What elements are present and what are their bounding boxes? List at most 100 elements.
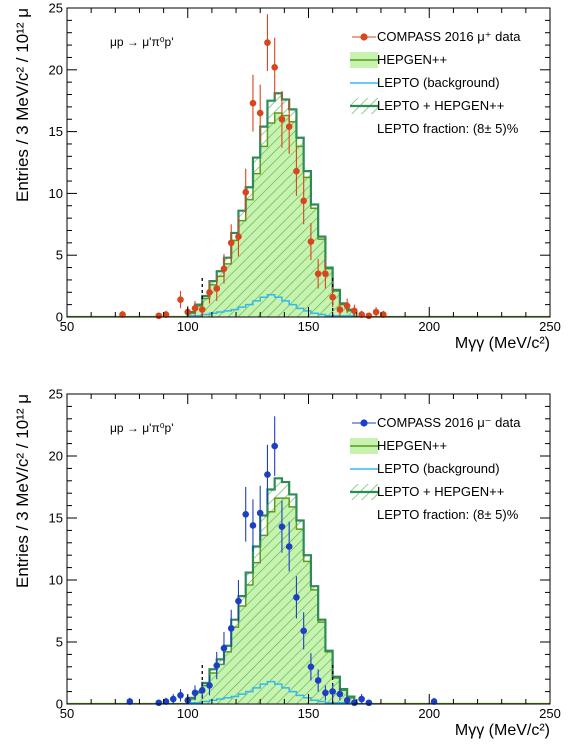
data-point — [372, 308, 380, 316]
x-tick-label: 200 — [418, 319, 440, 334]
data-point — [293, 167, 300, 175]
legend-fraction: LEPTO fraction: (8± 5)% — [377, 507, 519, 522]
data-point — [126, 698, 134, 705]
y-tick-label: 10 — [49, 186, 63, 201]
x-tick-label: 250 — [539, 319, 561, 334]
y-tick-label: 5 — [56, 635, 63, 650]
x-tick-label: 50 — [60, 706, 74, 721]
data-point — [307, 663, 315, 671]
sum-hatch — [187, 478, 355, 704]
data-point — [213, 662, 221, 669]
data-point — [227, 239, 235, 247]
data-point — [220, 644, 228, 652]
legend-entry-data: COMPASS 2016 μ⁻ data — [352, 415, 521, 430]
legend-entry-data: COMPASS 2016 μ⁺ data — [352, 29, 521, 44]
data-point — [358, 311, 365, 318]
legend-label-data: COMPASS 2016 μ⁻ data — [377, 415, 521, 430]
data-point — [322, 270, 329, 278]
legend-data-marker — [360, 33, 368, 41]
data-point — [220, 265, 228, 273]
data-point — [198, 306, 206, 313]
data-point — [343, 696, 351, 704]
data-point — [249, 99, 257, 107]
data-point — [191, 305, 199, 312]
x-axis-label: Mγγ (MeV/c²) — [455, 722, 550, 739]
legend-label-hepgen: HEPGEN++ — [377, 52, 447, 67]
legend-entry-lepto: LEPTO (background) — [350, 461, 500, 476]
data-point — [343, 302, 351, 310]
x-tick-label: 150 — [298, 706, 320, 721]
data-point — [336, 690, 344, 698]
data-point — [177, 296, 184, 303]
data-point — [206, 288, 213, 296]
data-point — [336, 306, 344, 313]
legend-entry-sum: LEPTO + HEPGEN++ — [350, 98, 504, 114]
process-label: μp → μ'π⁰p' — [110, 421, 174, 435]
data-point — [264, 39, 271, 46]
data-point — [162, 698, 170, 705]
x-tick-label: 200 — [418, 706, 440, 721]
data-point — [256, 109, 264, 117]
data-point — [242, 510, 250, 518]
lepto-histogram — [187, 294, 356, 317]
data-point — [278, 115, 286, 123]
y-tick-label: 20 — [49, 449, 63, 464]
data-point — [162, 311, 170, 318]
data-point — [314, 270, 322, 278]
lepto-histogram — [187, 680, 356, 704]
x-tick-label: 100 — [177, 319, 199, 334]
sum-histogram — [186, 477, 356, 704]
data-point — [198, 687, 206, 694]
data-point — [358, 695, 365, 703]
y-tick-label: 0 — [56, 697, 63, 712]
x-axis-label: Mγγ (MeV/c²) — [455, 335, 550, 352]
panel-mu-minus: 50 100 150 200 250 0 5 10 15 20 25 Entries / 3 MeV… — [13, 387, 561, 740]
x-tick-label: 250 — [539, 706, 561, 721]
y-tick-label: 15 — [49, 511, 63, 526]
y-tick-label: 20 — [49, 62, 63, 77]
y-tick-label: 5 — [56, 248, 63, 263]
legend-entry-hepgen: HEPGEN++ — [350, 52, 447, 68]
legend-data-marker — [360, 419, 368, 427]
y-tick-label: 0 — [56, 310, 63, 325]
data-point — [242, 188, 250, 196]
data-point — [351, 307, 358, 315]
data-point — [365, 312, 373, 320]
data-point — [380, 311, 387, 318]
panel-mu-plus: 50 100 150 200 250 0 5 10 15 20 25 Entries / 3 MeV… — [13, 1, 561, 353]
data-point — [119, 311, 126, 318]
data-point — [235, 597, 242, 605]
data-point — [256, 509, 264, 517]
legend-entry-sum: LEPTO + HEPGEN++ — [350, 484, 504, 500]
data-point — [227, 625, 235, 632]
data-point — [271, 442, 278, 450]
data-point — [169, 695, 177, 703]
data-point — [249, 522, 257, 529]
data-point — [322, 689, 329, 697]
data-point — [155, 312, 163, 320]
data-point — [329, 688, 336, 695]
axis-ticks: 50 100 150 200 250 0 5 10 15 20 25 — [49, 1, 561, 335]
y-tick-label: 25 — [49, 387, 63, 402]
data-point — [300, 197, 307, 205]
data-point — [278, 523, 286, 530]
data-point — [264, 471, 271, 478]
legend-label-hepgen: HEPGEN++ — [377, 438, 447, 453]
legend-label-data: COMPASS 2016 μ⁺ data — [377, 29, 521, 44]
data-point — [213, 285, 221, 292]
data-point — [430, 698, 438, 705]
data-point — [177, 692, 184, 699]
data-point — [271, 64, 278, 71]
data-point — [285, 543, 293, 550]
x-tick-label: 100 — [177, 706, 199, 721]
sum-histogram — [186, 92, 356, 317]
legend-label-lepto: LEPTO (background) — [377, 75, 500, 90]
y-tick-label: 25 — [49, 1, 63, 16]
legend: COMPASS 2016 μ⁻ data HEPGEN++ LEPTO (bac… — [350, 415, 521, 522]
y-tick-label: 15 — [49, 124, 63, 139]
legend-label-lepto: LEPTO (background) — [377, 461, 500, 476]
legend-fraction: LEPTO fraction: (8± 5)% — [377, 121, 519, 136]
data-point — [206, 682, 213, 689]
y-axis-label: Entries / 3 MeV/c² / 10¹² μ — [13, 394, 32, 588]
